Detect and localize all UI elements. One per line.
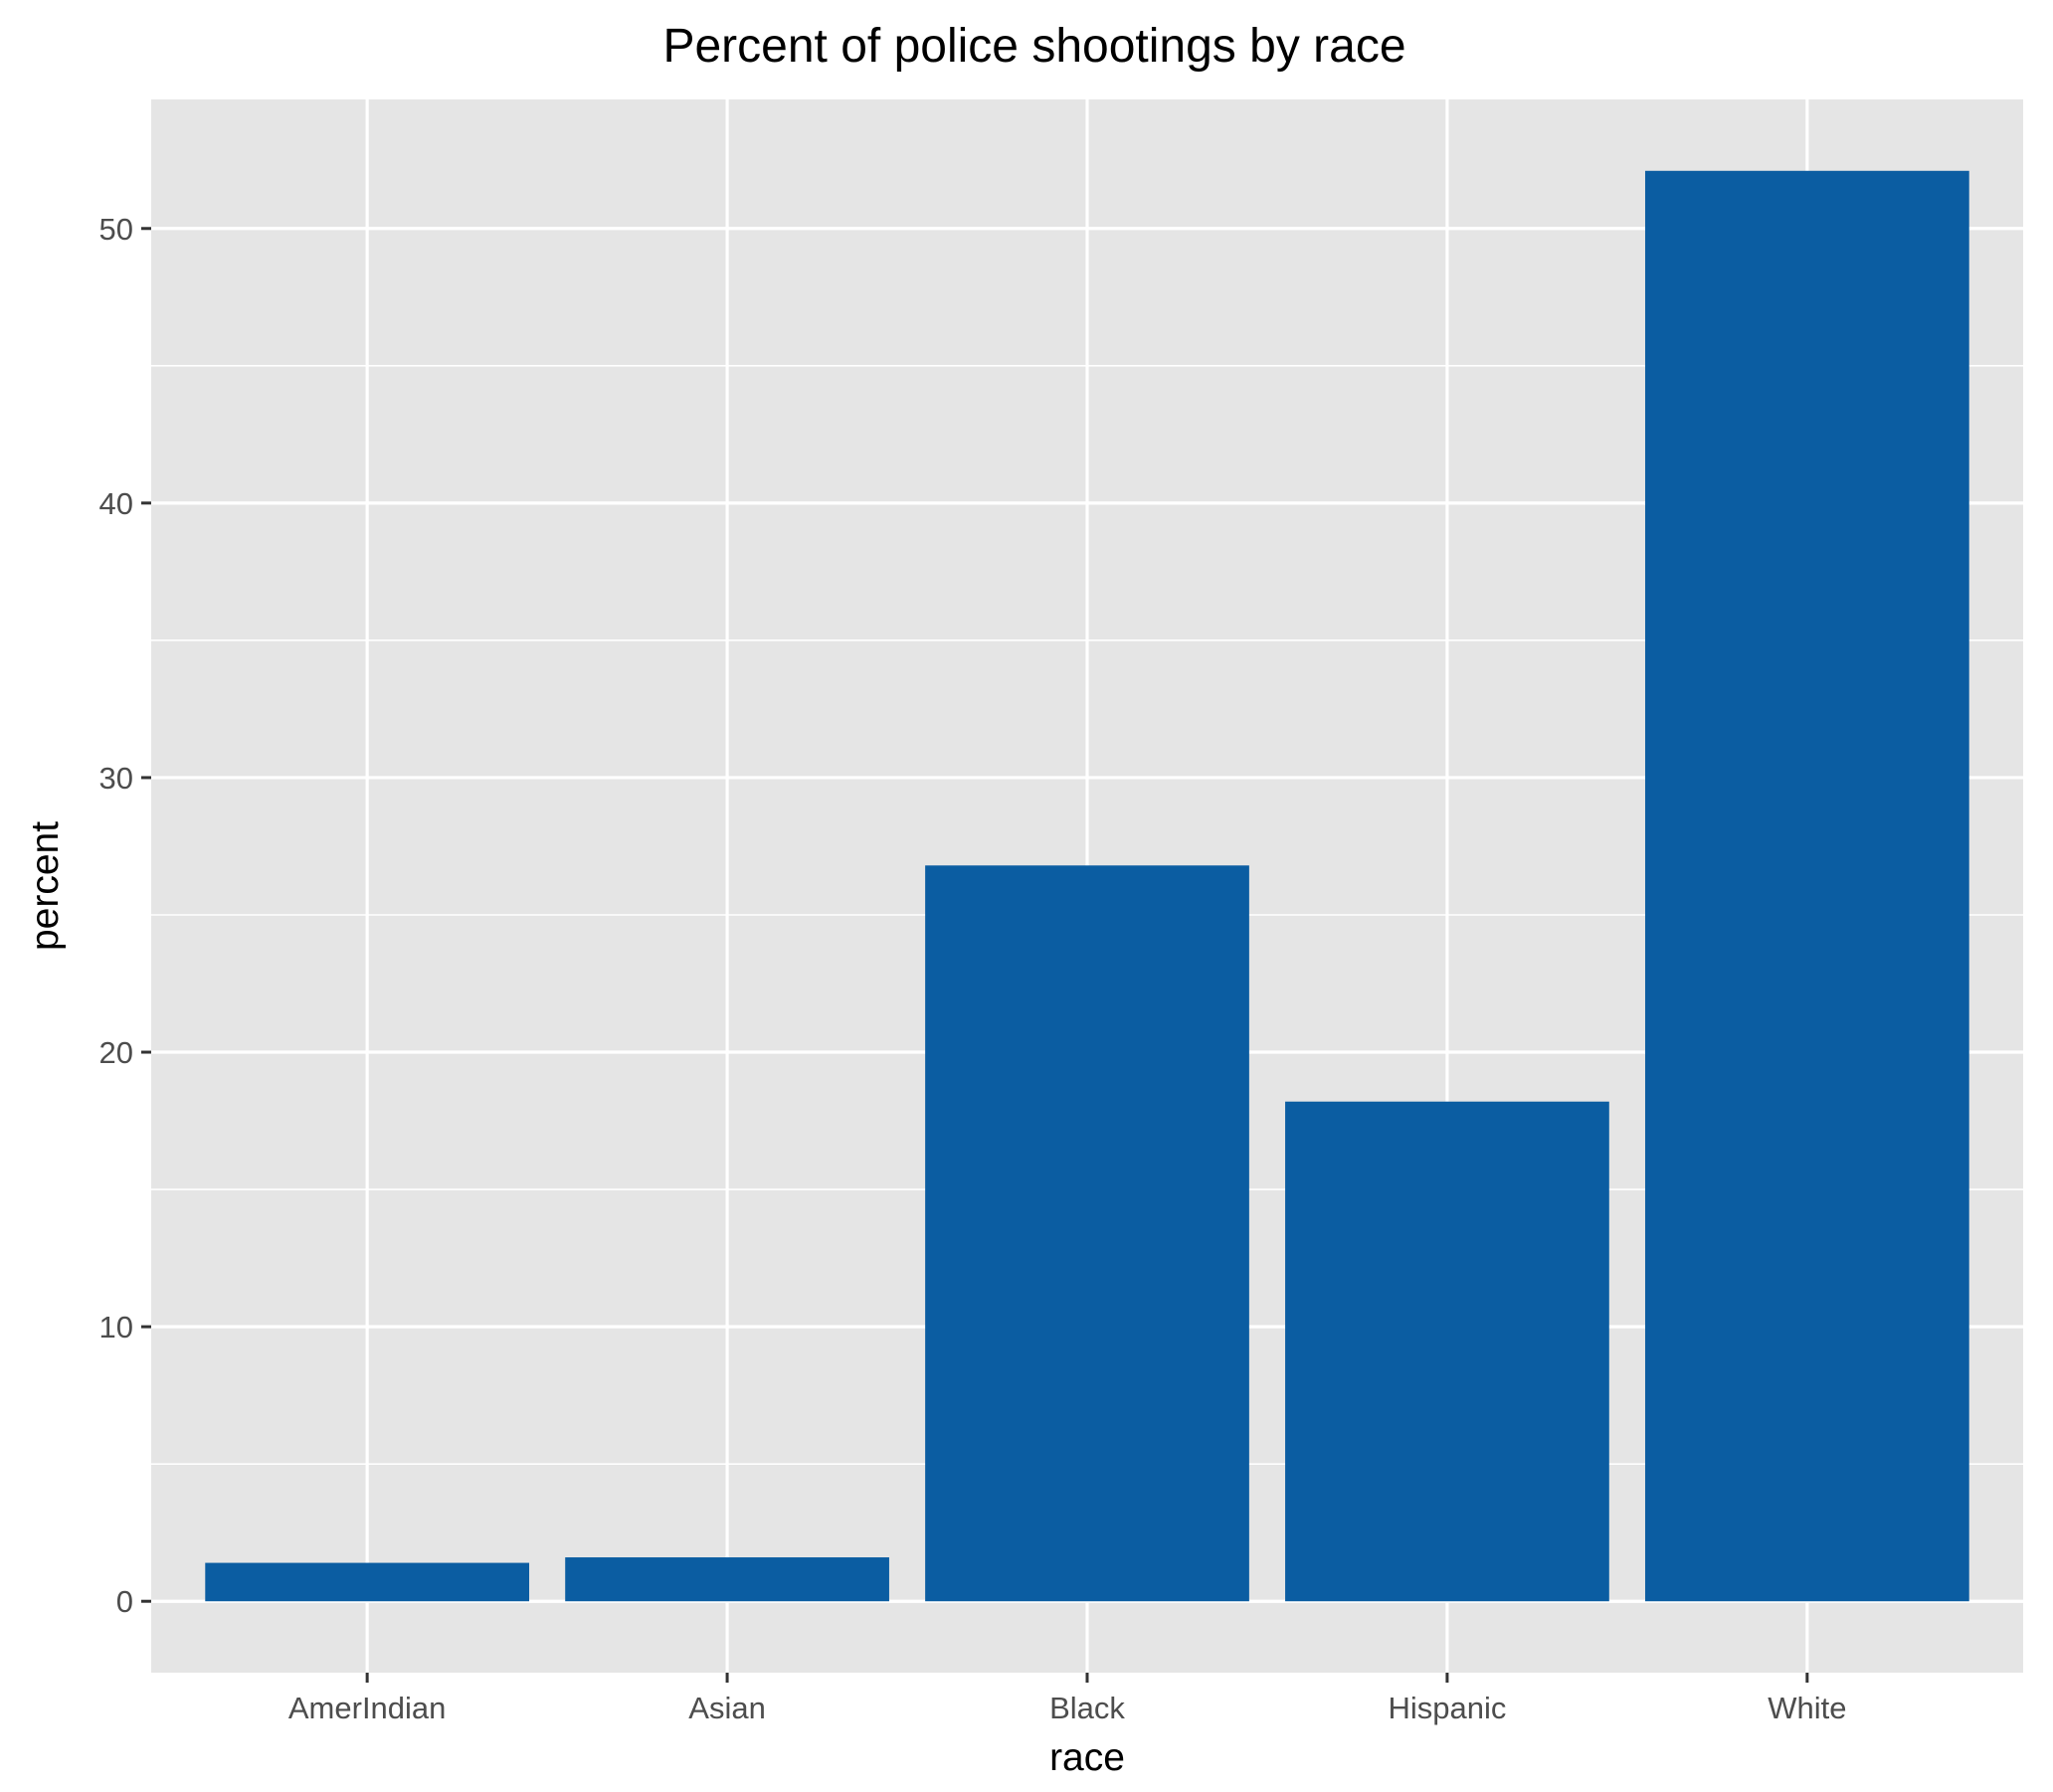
x-tick-label: AmerIndian	[288, 1691, 447, 1725]
bar-hispanic	[1285, 1101, 1609, 1602]
x-tick-label: Hispanic	[1388, 1691, 1506, 1725]
y-tick-label: 50	[99, 212, 133, 247]
bar-white	[1644, 170, 1969, 1602]
y-tick-label: 40	[99, 486, 133, 521]
bar-black	[925, 865, 1249, 1602]
y-tick-label: 0	[116, 1584, 133, 1619]
x-axis-title: race	[1049, 1736, 1125, 1779]
x-tick-label: Asian	[688, 1691, 766, 1725]
y-tick-label: 30	[99, 761, 133, 796]
bar-asian	[565, 1557, 889, 1602]
bars	[205, 170, 1969, 1602]
y-tick-label: 20	[99, 1035, 133, 1070]
chart-title: Percent of police shootings by race	[662, 20, 1405, 73]
x-tick-label: White	[1768, 1691, 1846, 1725]
bar-amerindian	[205, 1562, 530, 1602]
y-tick-label: 10	[99, 1310, 133, 1344]
y-axis-title: percent	[24, 821, 67, 951]
x-tick-label: Black	[1049, 1691, 1125, 1725]
x-axis: AmerIndian Asian Black Hispanic White	[288, 1673, 1846, 1725]
y-axis: 0 10 20 30 40 50	[99, 212, 151, 1619]
